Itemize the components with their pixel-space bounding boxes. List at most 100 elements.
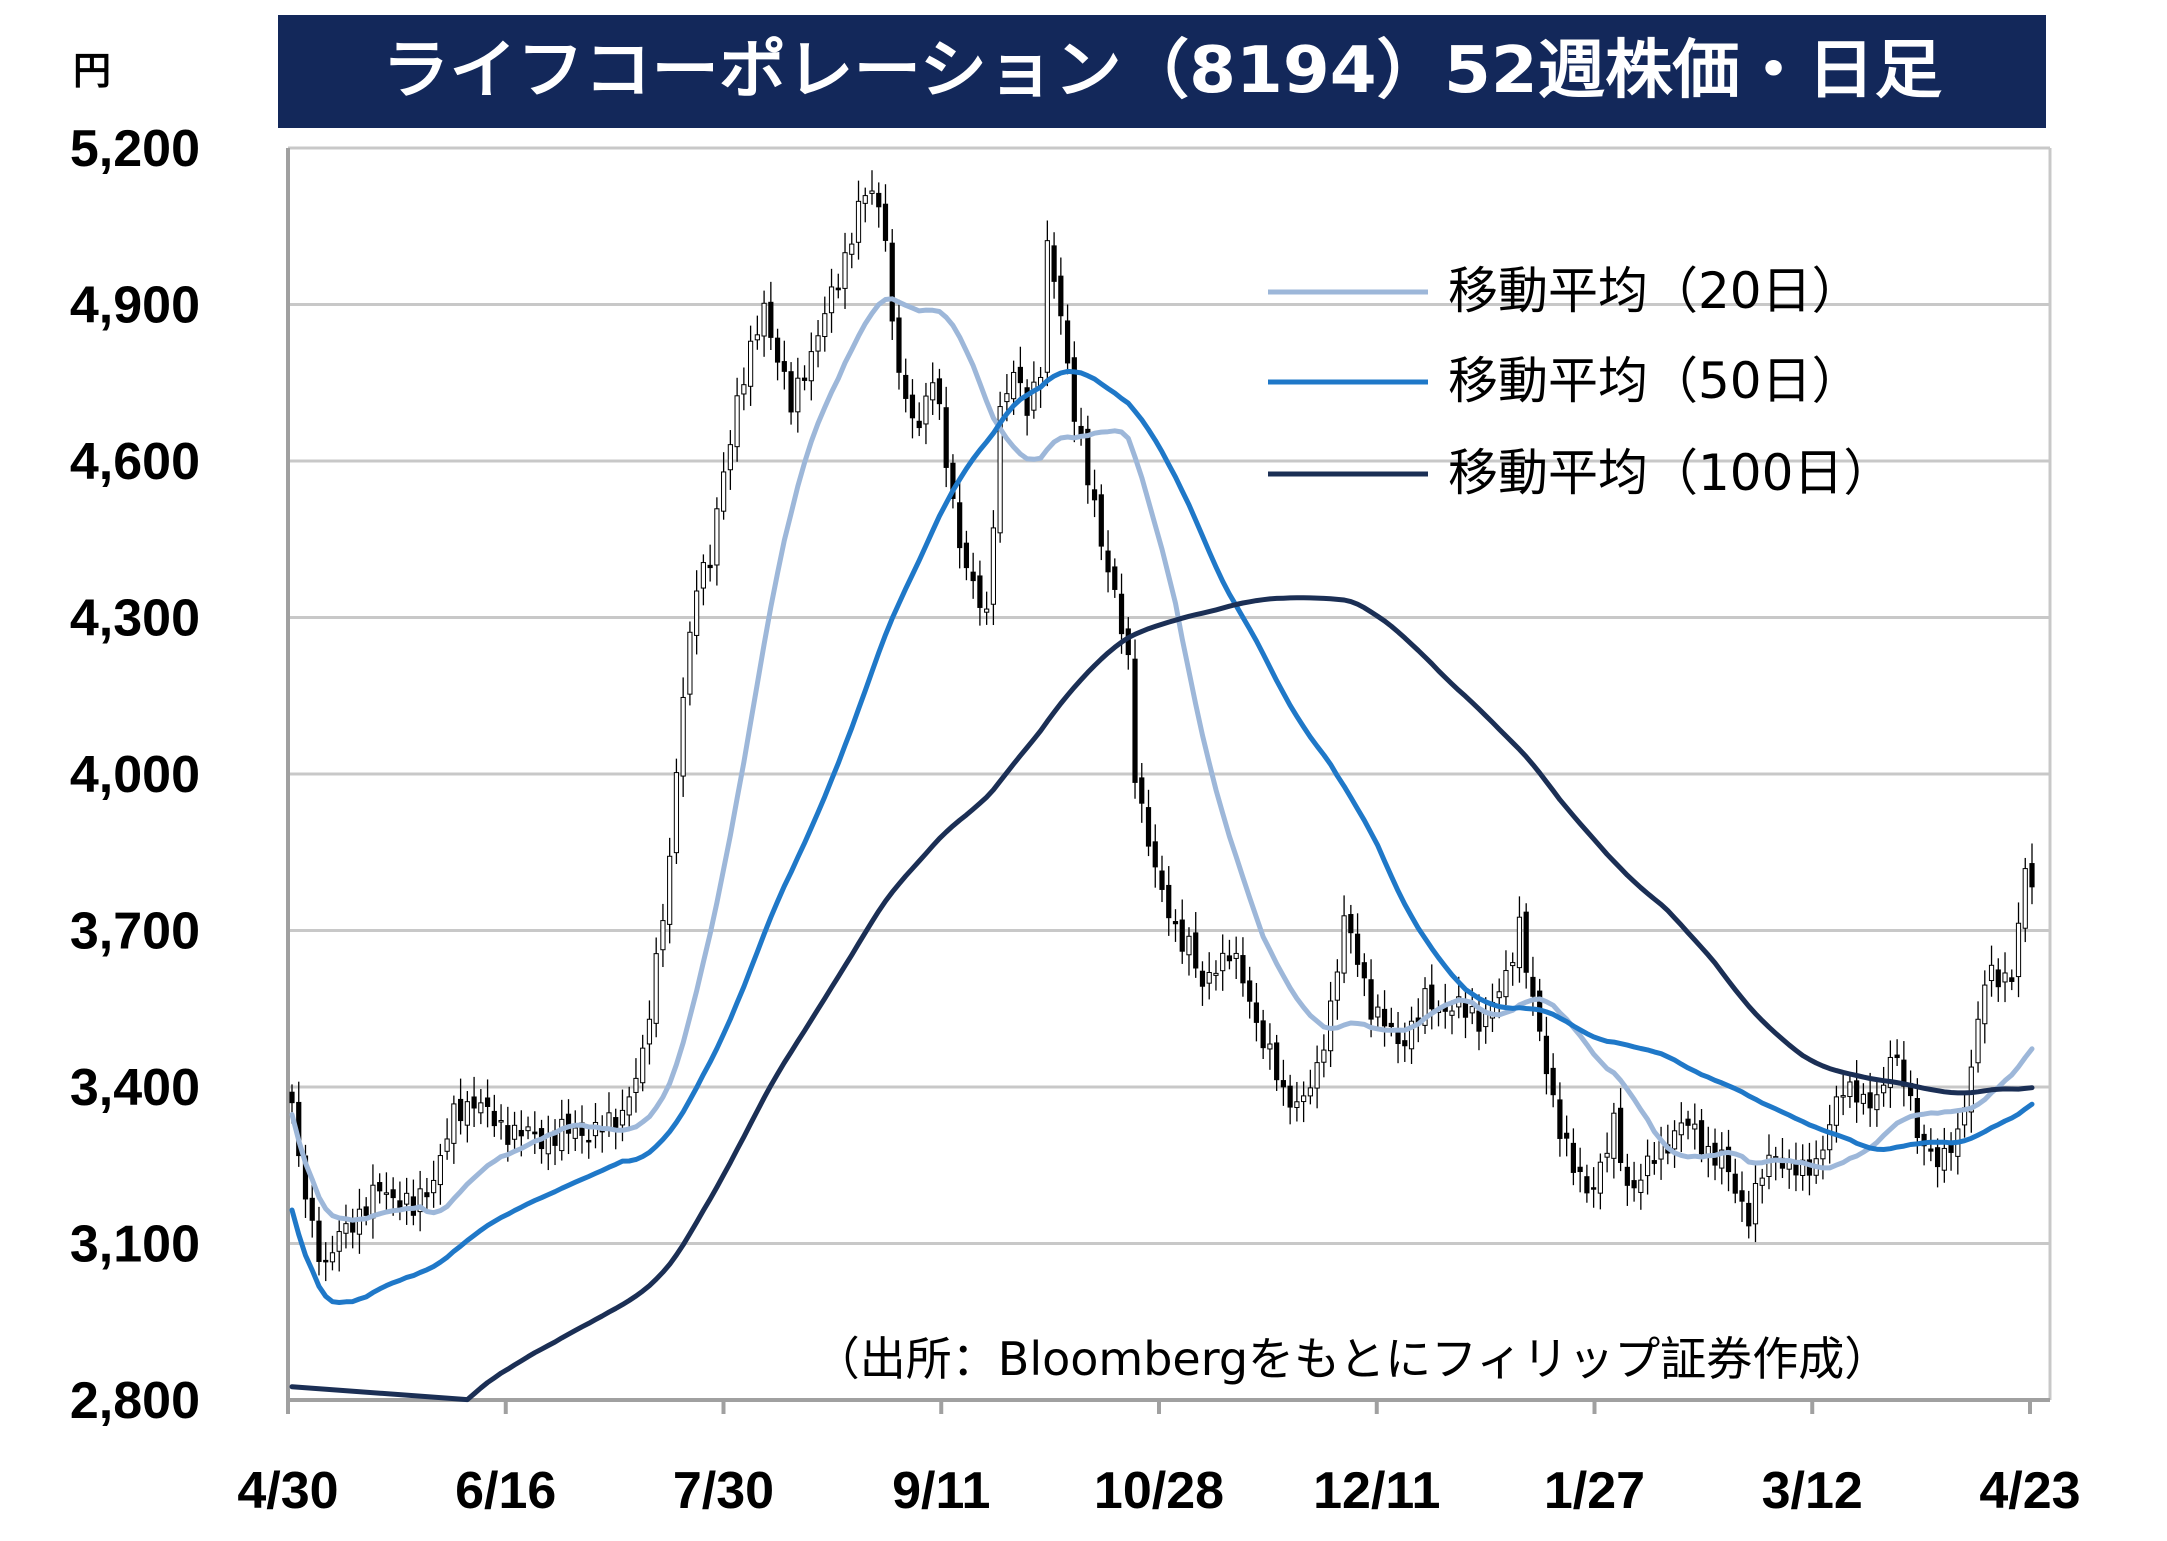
candle-body [903, 374, 909, 399]
candle-body [1685, 1118, 1691, 1126]
candle-body [1220, 952, 1226, 972]
candle-body [714, 508, 720, 566]
candle-body [2029, 863, 2035, 888]
candle-body [1422, 988, 1428, 1026]
candle-body [1024, 387, 1030, 416]
candle-body [363, 1206, 369, 1216]
candle-body [1483, 1012, 1489, 1028]
candle-body [660, 920, 666, 951]
candle-body [1125, 628, 1131, 656]
x-tick-label: 3/12 [1762, 1462, 1863, 1520]
candle-body [1469, 1006, 1475, 1014]
candle-body [606, 1112, 612, 1128]
candle-body [1624, 1166, 1630, 1186]
candle-body [862, 195, 868, 204]
candle-body [828, 286, 835, 314]
candle-body [916, 420, 922, 429]
candle-body [1368, 979, 1374, 1020]
candle-body [343, 1223, 349, 1234]
candle-body [1381, 1008, 1388, 1027]
candle-body [1301, 1095, 1307, 1103]
candle-body [1570, 1142, 1576, 1173]
candle-body [835, 287, 841, 291]
candle-body [1692, 1123, 1698, 1130]
candle-body [1604, 1152, 1610, 1158]
candle-body [1213, 972, 1219, 976]
candle-body [1004, 393, 1010, 403]
candle-body [404, 1192, 410, 1205]
x-tick-label: 4/23 [1979, 1462, 2080, 1520]
candle-body [1098, 494, 1104, 547]
candle-body [1968, 1066, 1974, 1113]
candle-body [997, 406, 1003, 534]
candle-body [1928, 1148, 1934, 1152]
candle-body [1078, 425, 1084, 435]
candle-body [471, 1096, 477, 1109]
candle-body [464, 1101, 470, 1126]
candle-body [1280, 1080, 1286, 1088]
candle-body [1766, 1154, 1772, 1177]
candle-body [849, 243, 855, 255]
candle-body [1934, 1147, 1941, 1168]
candle-body [855, 200, 862, 243]
candle-body [559, 1118, 565, 1152]
candle-body [1247, 980, 1253, 1002]
candle-body [1172, 921, 1179, 925]
candle-body [923, 395, 929, 425]
candle-body [444, 1138, 450, 1152]
candle-body [963, 542, 970, 569]
candle-body [451, 1103, 457, 1144]
candle-body [694, 590, 700, 636]
candle-body [1820, 1149, 1826, 1160]
candle-body [801, 377, 808, 381]
candle-body [505, 1125, 511, 1145]
candle-body [323, 1259, 329, 1263]
candle-body [1017, 366, 1023, 384]
candle-body [350, 1221, 356, 1233]
candle-body [1759, 1177, 1765, 1186]
candle-body [1516, 916, 1523, 969]
candle-body [774, 337, 781, 363]
candle-body [1854, 1080, 1860, 1103]
candle-body [761, 302, 767, 337]
candle-body [667, 855, 673, 925]
candle-body [957, 502, 963, 549]
candle-body [2022, 868, 2028, 929]
candle-body [1071, 357, 1077, 422]
candle-body [1321, 1049, 1327, 1063]
candle-body [1260, 1020, 1266, 1049]
candle-body [640, 1047, 646, 1084]
candle-body [815, 335, 821, 352]
candle-body [1988, 964, 1995, 982]
candle-body [1044, 240, 1050, 373]
candle-body [1752, 1183, 1759, 1225]
candle-body [842, 252, 848, 289]
candlesticks [289, 170, 2035, 1282]
moving-average-lines [289, 296, 2035, 1403]
candle-body [1206, 971, 1212, 984]
candle-body [700, 562, 706, 589]
candle-body [518, 1129, 524, 1137]
candle-body [316, 1220, 322, 1262]
candle-body [437, 1155, 443, 1186]
candle-body [1746, 1202, 1752, 1227]
candle-body [1921, 1133, 1927, 1147]
candle-body [1334, 971, 1340, 1001]
candle-body [565, 1113, 572, 1134]
y-tick-label: 4,600 [70, 433, 200, 491]
candle-body [1631, 1180, 1637, 1189]
candle-body [1860, 1093, 1866, 1104]
candle-body [1429, 984, 1435, 1010]
chart-title: ライフコーポレーション（8194）52週株価・日足 [382, 34, 1942, 108]
candle-body [748, 340, 754, 387]
candle-body [1159, 870, 1165, 890]
candle-body [869, 190, 875, 194]
candle-body [889, 242, 895, 322]
candle-body [329, 1252, 336, 1263]
candle-body [1145, 807, 1152, 847]
candle-body [707, 564, 713, 569]
candle-body [741, 384, 747, 395]
candle-body [1307, 1087, 1313, 1097]
candle-body [417, 1188, 423, 1213]
